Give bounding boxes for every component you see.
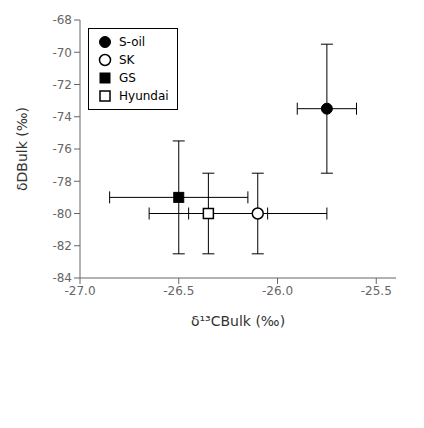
svg-text:δDBulk (‰): δDBulk (‰) — [14, 107, 30, 191]
svg-text:-84: -84 — [52, 271, 72, 285]
html-text:S-oil: S-oil — [119, 35, 146, 49]
svg-text:-78: -78 — [52, 175, 72, 189]
svg-text:-27.0: -27.0 — [64, 284, 95, 298]
html-text:Hyundai: Hyundai — [119, 89, 169, 103]
svg-text:-82: -82 — [52, 239, 72, 253]
html-text:SK: SK — [119, 53, 135, 67]
html-text:GS: GS — [119, 71, 136, 85]
svg-text:-25.5: -25.5 — [361, 284, 392, 298]
svg-text:-76: -76 — [52, 142, 72, 156]
svg-text:δ¹³CBulk (‰): δ¹³CBulk (‰) — [191, 313, 285, 329]
svg-text:-26.5: -26.5 — [163, 284, 194, 298]
svg-text:-72: -72 — [52, 78, 72, 92]
svg-text:-74: -74 — [52, 110, 72, 124]
svg-text:-26.0: -26.0 — [262, 284, 293, 298]
svg-text:-68: -68 — [52, 13, 72, 27]
svg-text:-70: -70 — [52, 46, 72, 60]
svg-text:-80: -80 — [52, 207, 72, 221]
